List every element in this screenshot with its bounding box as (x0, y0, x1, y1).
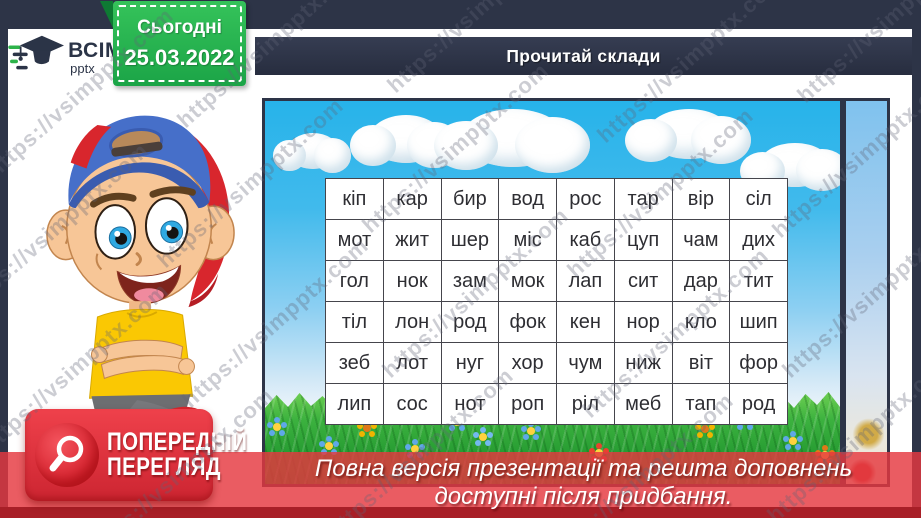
left-navy-strip (0, 0, 8, 518)
table-row: гол нок зам мок лап сит дар тит (325, 260, 788, 302)
badge-fold (100, 1, 113, 28)
syllable-cell: меб (613, 383, 673, 425)
syllable-cell: ріл (556, 383, 615, 425)
syllable-cell: нок (382, 260, 442, 302)
syllable-cell: кен (556, 301, 615, 343)
syllable-cell: кло (671, 301, 731, 343)
flower-icon (325, 442, 333, 450)
table-row: зеб лот нуг хор чум ниж віт фор (325, 342, 788, 384)
cloud-icon (349, 115, 461, 168)
purchase-note-line1: Повна версія презентації та решта доповн… (314, 455, 853, 482)
cloud-icon (273, 133, 352, 173)
syllable-cell: зеб (325, 342, 384, 384)
syllable-cell: тар (613, 178, 673, 220)
syllable-cell: дих (729, 219, 788, 261)
table-row: лип сос нот роп ріл меб тап род (325, 383, 788, 425)
syllable-cell: тит (729, 260, 788, 302)
syllable-cell: нот (440, 383, 500, 425)
syllable-cell: вір (671, 178, 731, 220)
flower-icon (527, 427, 535, 435)
table-row: мот жит шер міс каб цуп чам дих (325, 219, 788, 261)
syllable-cell: роп (498, 383, 557, 425)
vsim-pptx-logo: ВСІМ pptx (8, 34, 123, 80)
syllable-cell: сос (382, 383, 442, 425)
magnifier-icon (49, 435, 84, 472)
preview-stamp-line2: ПЕРЕГЛЯД (107, 453, 221, 481)
syllable-cell: тап (671, 383, 731, 425)
syllable-cell: нуг (440, 342, 500, 384)
bottom-red-strip (0, 507, 921, 518)
table-row: кіп кар бир вод рос тар вір сіл (325, 178, 788, 220)
purchase-note-line2: доступні після придбання. (434, 482, 733, 510)
logo-name: ВСІМ (68, 38, 123, 62)
syllable-cell: хор (498, 342, 557, 384)
cloud-icon (433, 109, 590, 173)
logo-subtitle: pptx (70, 60, 95, 76)
cloud-icon (625, 109, 752, 164)
cartoon-boy-character (46, 115, 235, 433)
syllable-cell: цуп (613, 219, 673, 261)
syllable-cell: кар (382, 178, 442, 220)
magnifier-circle (35, 423, 99, 487)
syllable-cell: фок (498, 301, 557, 343)
flower-icon (701, 425, 709, 433)
syllable-cell: міс (498, 219, 557, 261)
sky-grass-illustration: кіп кар бир вод рос тар вір сіл мот жит … (262, 98, 843, 487)
cloud-icon (740, 143, 840, 192)
syllable-cell: фор (729, 342, 788, 384)
syllable-cell: каб (556, 219, 615, 261)
table-row: тіл лон род фок кен нор кло шип (325, 301, 788, 343)
graduation-cap-icon (8, 35, 64, 70)
badge-inner: Сьогодні 25.03.2022 (117, 5, 242, 82)
badge-date: 25.03.2022 (124, 44, 235, 70)
syllable-cell: лип (325, 383, 384, 425)
syllable-cell: шер (440, 219, 500, 261)
syllable-cell: гол (325, 260, 384, 302)
syllable-cell: сит (613, 260, 673, 302)
syllable-cell: лон (382, 301, 442, 343)
preview-stamp-line1: ПОПЕРЕДНІЙ (107, 427, 248, 456)
syllable-cell: чум (556, 342, 615, 384)
syllable-cell: шип (729, 301, 788, 343)
syllable-cell: лот (382, 342, 442, 384)
syllable-table: кіп кар бир вод рос тар вір сіл мот жит … (325, 178, 788, 425)
syllable-cell: зам (440, 260, 500, 302)
syllable-cell: тіл (325, 301, 384, 343)
syllable-cell: лап (556, 260, 615, 302)
syllable-cell: род (440, 301, 500, 343)
today-date-badge: Сьогодні 25.03.2022 (100, 1, 246, 86)
syllable-cell: нор (613, 301, 673, 343)
flower-icon (273, 423, 281, 431)
flower-icon (363, 424, 371, 432)
slide-title: Прочитай склади (506, 45, 661, 66)
syllable-cell: мок (498, 260, 557, 302)
syllable-cell: бир (440, 178, 500, 220)
flower-icon (411, 445, 419, 453)
syllable-cell: кіп (325, 178, 384, 220)
flower-icon (479, 433, 487, 441)
syllable-cell: мот (325, 219, 384, 261)
syllable-cell: ниж (613, 342, 673, 384)
syllable-cell: дар (671, 260, 731, 302)
preview-stamp: ПОПЕРЕДНІЙ ПЕРЕГЛЯД (25, 409, 247, 501)
side-illustration-strip (843, 98, 890, 487)
badge-label: Сьогодні (137, 16, 222, 38)
slide-title-banner: Прочитай склади (255, 37, 912, 75)
syllable-cell: жит (382, 219, 442, 261)
syllable-cell: вод (498, 178, 557, 220)
right-navy-strip (912, 0, 921, 518)
flower-icon (789, 437, 797, 445)
syllable-cell: віт (671, 342, 731, 384)
syllable-cell: род (729, 383, 788, 425)
syllable-cell: рос (556, 178, 615, 220)
syllable-cell: чам (671, 219, 731, 261)
syllable-cell: сіл (729, 178, 788, 220)
